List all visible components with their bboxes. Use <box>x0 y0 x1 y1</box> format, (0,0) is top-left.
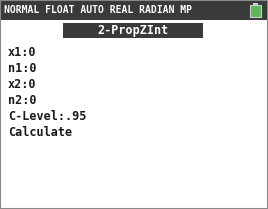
Text: 2-PropZInt: 2-PropZInt <box>97 24 169 37</box>
Text: C-Level:.95: C-Level:.95 <box>8 110 86 122</box>
FancyBboxPatch shape <box>63 23 203 38</box>
Text: n2:0: n2:0 <box>8 93 36 107</box>
FancyBboxPatch shape <box>253 3 258 5</box>
Text: NORMAL FLOAT AUTO REAL RADIAN MP: NORMAL FLOAT AUTO REAL RADIAN MP <box>4 5 192 15</box>
Text: x2:0: x2:0 <box>8 78 36 90</box>
FancyBboxPatch shape <box>0 0 268 20</box>
Text: n1:0: n1:0 <box>8 61 36 74</box>
FancyBboxPatch shape <box>250 5 261 17</box>
Text: Calculate: Calculate <box>8 125 72 139</box>
Text: x1:0: x1:0 <box>8 46 36 59</box>
